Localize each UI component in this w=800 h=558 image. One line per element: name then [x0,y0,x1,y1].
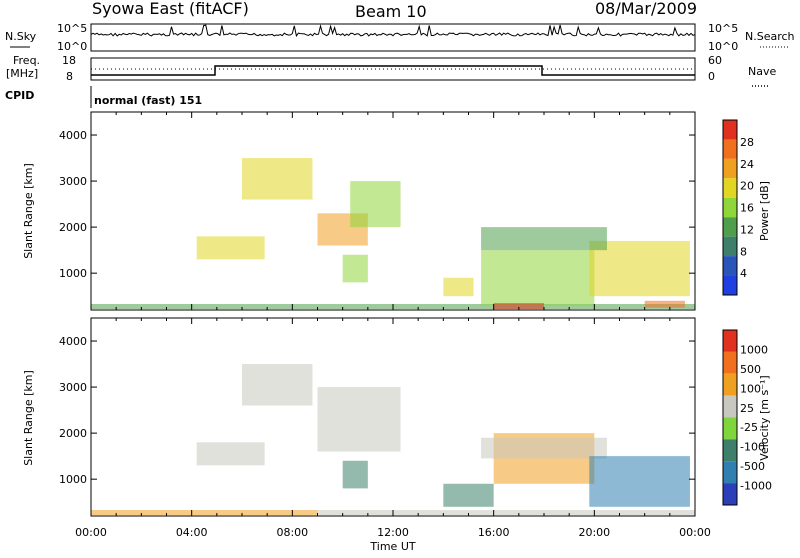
colorbar-swatch [723,276,737,295]
colorbar-swatch [723,217,737,236]
colorbar-swatch [723,461,737,483]
y-tick-label: 1000 [59,267,87,280]
y-tick-label: 3000 [59,175,87,188]
time-tick-label: 00:00 [75,526,107,539]
velocity-colorbar-label: Velocity [m s⁻¹] [758,375,771,460]
heatmap-region [443,484,493,507]
velocity-panel: 1000 2000 3000 4000 [59,318,695,516]
colorbar-swatch [723,198,737,217]
y-tick-label: 4000 [59,335,87,348]
freq-tick-bottom-left: 8 [66,70,73,83]
noise-axis-bottom-left: 10^0 [57,40,87,53]
time-axis-label: Time UT [369,540,415,553]
heatmap-region [443,278,473,296]
time-tick-label: 12:00 [377,526,409,539]
colorbar-tick-label: 8 [740,245,747,258]
colorbar-swatch [723,330,737,352]
colorbar-tick-label: -500 [740,460,765,473]
heatmap-region [350,181,400,227]
power-panel: 1000 2000 3000 4000 [59,112,695,310]
time-tick-label: 04:00 [176,526,208,539]
colorbar-tick-label: 28 [740,136,754,149]
colorbar-swatch [723,237,737,256]
colorbar-tick-label: 16 [740,202,754,215]
colorbar-tick-label: 25 [740,402,754,415]
colorbar-swatch [723,352,737,374]
cpid-label: CPID [5,89,34,102]
time-tick-label: 20:00 [578,526,610,539]
freq-unit-label: [MHz] [6,67,38,80]
freq-tick-bottom-right: 0 [708,70,715,83]
power-ylabel: Slant Range [km] [22,163,35,259]
y-tick-label: 2000 [59,221,87,234]
heatmap-region [91,510,318,515]
colorbar-tick-label: 4 [740,267,747,280]
y-tick-label: 1000 [59,473,87,486]
heatmap-region [242,158,312,199]
noise-axis-top-left: 10^5 [57,22,87,35]
velocity-ylabel: Slant Range [km] [22,370,35,466]
colorbar-swatch [723,418,737,440]
y-tick-label: 2000 [59,427,87,440]
colorbar-tick-label: -1000 [740,480,772,493]
y-tick-label: 4000 [59,129,87,142]
power-colorbar: 4 8 12 16 20 24 28 [723,120,754,295]
colorbar-swatch [723,439,737,461]
noise-axis-bottom-right: 10^0 [708,40,738,53]
colorbar-tick-label: 20 [740,180,754,193]
colorbar-swatch [723,483,737,505]
heatmap-region [481,227,607,250]
noise-trace [91,25,695,36]
colorbar-swatch [723,159,737,178]
colorbar-swatch [723,396,737,418]
colorbar-tick-label: 500 [740,363,761,376]
freq-tick-top-right: 60 [708,54,722,67]
colorbar-tick-label: 1000 [740,343,768,356]
station-title: Syowa East (fitACF) [92,0,249,18]
noise-axis-top-right: 10^5 [708,22,738,35]
heatmap-region [481,438,607,459]
noise-panel-frame [91,24,695,51]
heatmap-region [343,255,368,283]
nsearch-label: N.Search [745,30,795,43]
nsky-label: N.Sky [5,30,37,43]
date-title: 08/Mar/2009 [595,0,697,18]
freq-panel-frame [91,58,695,80]
noise-trace-line [91,25,695,36]
freq-label: Freq. [13,54,40,67]
heatmap-region [343,461,368,489]
colorbar-tick-label: -25 [740,421,758,434]
nave-label: Nave [748,65,776,78]
cpid-value: normal (fast) 151 [94,94,202,107]
time-axis: 00:00 04:00 08:00 12:00 16:00 20:00 00:00 [75,526,711,539]
y-tick-label: 3000 [59,381,87,394]
time-tick-label: 16:00 [478,526,510,539]
colorbar-tick-label: 24 [740,158,754,171]
beam-title: Beam 10 [355,2,427,21]
colorbar-swatch [723,178,737,197]
heatmap-region [318,510,696,515]
freq-tick-top-left: 18 [62,54,76,67]
heatmap-region [481,250,594,305]
colorbar-swatch [723,256,737,275]
colorbar-swatch [723,139,737,158]
velocity-colorbar-label-text: Velocity [m s⁻¹] [758,375,771,460]
time-tick-label: 00:00 [679,526,711,539]
heatmap-region [197,236,265,259]
colorbar-tick-label: 12 [740,223,754,236]
freq-trace [91,66,695,75]
heatmap-region [318,387,401,451]
time-tick-label: 08:00 [276,526,308,539]
heatmap-region [589,456,690,507]
power-colorbar-label: Power [dB] [758,181,771,241]
colorbar-swatch [723,120,737,139]
colorbar-swatch [723,374,737,396]
heatmap-region [645,301,685,308]
heatmap-region [197,442,265,465]
heatmap-region [242,364,312,405]
